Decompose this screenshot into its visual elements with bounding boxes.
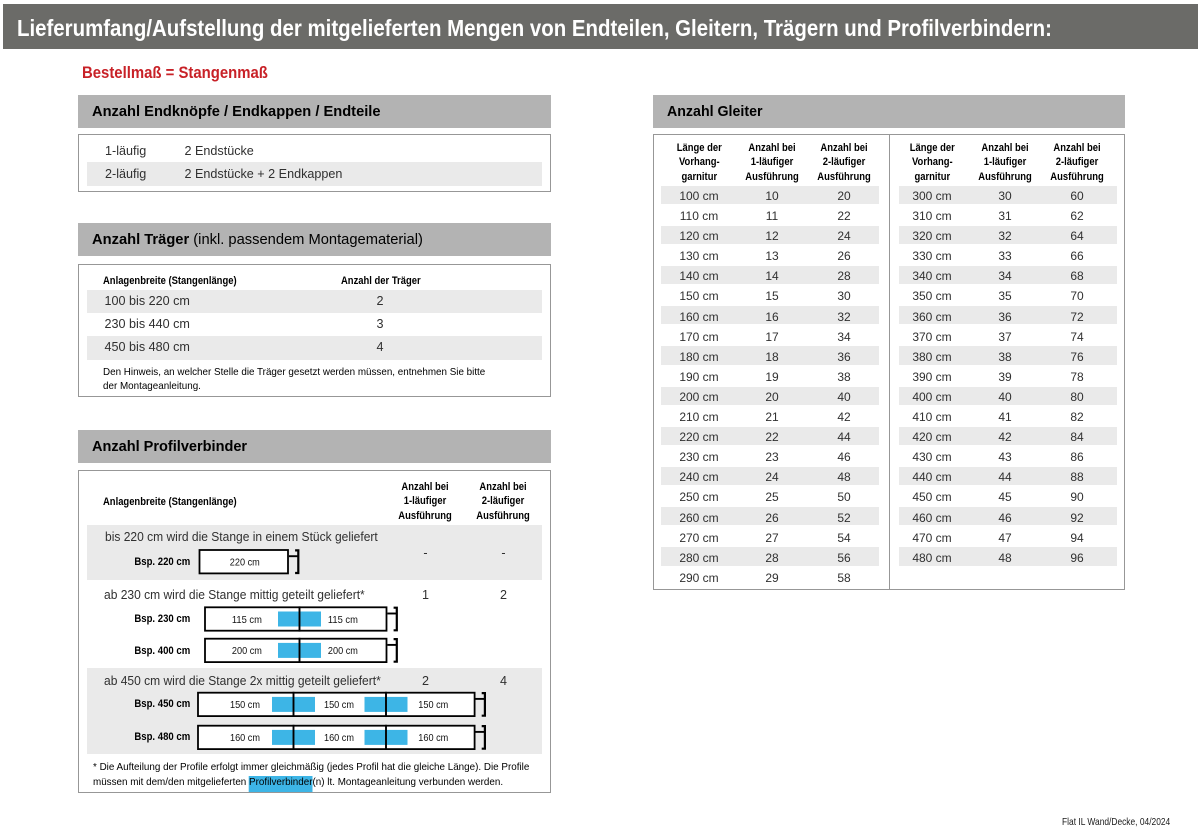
svg-text:150 cm: 150 cm	[324, 699, 354, 711]
svg-text:160 cm: 160 cm	[230, 732, 260, 744]
svg-text:160 cm: 160 cm	[324, 732, 354, 744]
svg-text:200 cm: 200 cm	[328, 645, 358, 657]
svg-text:200 cm: 200 cm	[232, 645, 262, 657]
svg-text:115 cm: 115 cm	[232, 614, 262, 626]
svg-text:150 cm: 150 cm	[230, 699, 260, 711]
svg-text:220 cm: 220 cm	[230, 557, 260, 569]
svg-text:160 cm: 160 cm	[418, 732, 448, 744]
svg-text:115 cm: 115 cm	[328, 614, 358, 626]
svg-text:150 cm: 150 cm	[418, 699, 448, 711]
